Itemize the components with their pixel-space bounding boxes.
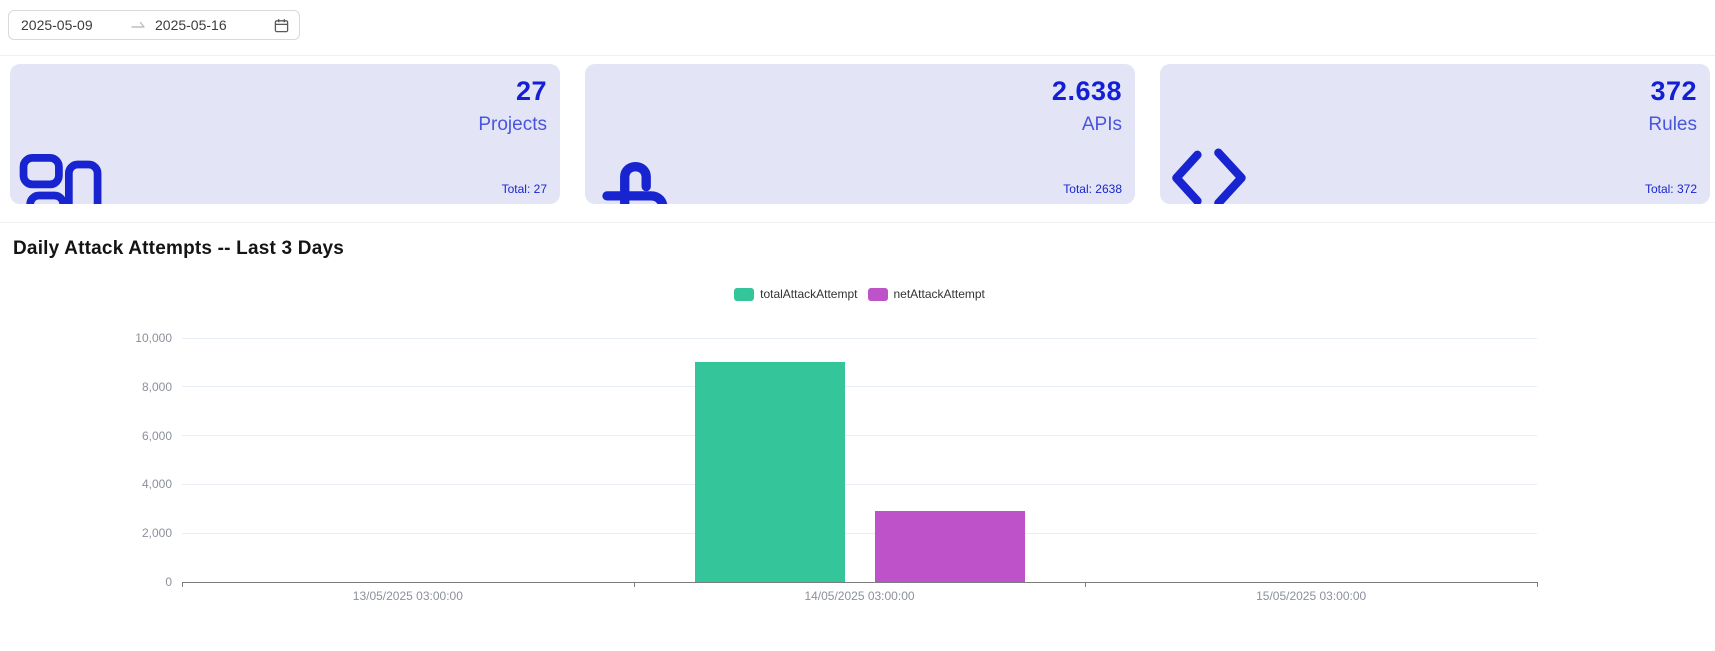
divider [0, 55, 1715, 56]
y-axis-tick-label: 10,000 [135, 331, 172, 345]
gridline [182, 532, 1537, 534]
api-hooks-icon [593, 138, 677, 204]
y-axis-tick-label: 4,000 [141, 477, 172, 492]
code-brackets-icon [1168, 138, 1252, 204]
stat-card-apis: 2.638 APIs Total: 2638 [585, 64, 1135, 204]
gridline [182, 483, 1537, 485]
bar-netAttackAttempt [874, 511, 1025, 582]
calendar-icon[interactable] [274, 18, 289, 33]
arrow-right-icon [131, 20, 147, 30]
x-axis-tick [182, 582, 183, 587]
stat-value: 2.638 [1051, 76, 1122, 106]
x-axis-tick [633, 582, 635, 587]
y-axis-tick-label: 0 [165, 575, 172, 589]
stat-total: Total: 2638 [1063, 182, 1122, 196]
stat-label: Rules [1648, 114, 1697, 135]
bar-totalAttackAttempt [694, 362, 845, 582]
gridline [182, 435, 1537, 437]
date-start-input[interactable]: 2025-05-09 [21, 17, 93, 33]
legend-swatch [734, 287, 755, 301]
divider [0, 222, 1715, 223]
stat-value: 372 [1650, 76, 1697, 106]
date-end-input[interactable]: 2025-05-16 [155, 17, 227, 33]
x-axis-tick [1537, 582, 1538, 587]
legend-label: totalAttackAttempt [760, 287, 858, 301]
legend-label: netAttackAttempt [893, 287, 985, 301]
legend-item-totalAttackAttempt[interactable]: totalAttackAttempt [734, 287, 858, 301]
x-axis-category-label: 13/05/2025 03:00:00 [352, 589, 463, 603]
x-axis-tick [1085, 582, 1087, 587]
layout-grid-icon [18, 138, 102, 204]
stat-label: Projects [478, 114, 547, 135]
stat-card-projects: 27 Projects Total: 27 [10, 64, 560, 204]
legend-item-netAttackAttempt[interactable]: netAttackAttempt [867, 287, 985, 301]
stat-label: APIs [1081, 114, 1122, 135]
x-axis-line [182, 582, 1537, 583]
stat-value: 27 [515, 76, 547, 106]
y-axis-tick-label: 2,000 [141, 526, 172, 541]
stat-total: Total: 372 [1644, 182, 1697, 196]
chart-title: Daily Attack Attempts -- Last 3 Days [13, 238, 344, 259]
gridline [182, 337, 1537, 339]
y-axis-tick-label: 8,000 [141, 379, 172, 394]
y-axis-tick-label: 6,000 [141, 428, 172, 443]
stat-card-rules: 372 Rules Total: 372 [1160, 64, 1710, 204]
legend-swatch [867, 287, 888, 301]
x-axis-category-label: 14/05/2025 03:00:00 [804, 589, 915, 603]
top-bar: 2025-05-09 2025-05-16 [0, 0, 1715, 55]
chart-legend: totalAttackAttempt netAttackAttempt [182, 285, 1537, 303]
x-axis-category-label: 15/05/2025 03:00:00 [1256, 589, 1367, 603]
stat-total: Total: 27 [501, 182, 547, 196]
date-range-picker[interactable]: 2025-05-09 2025-05-16 [8, 10, 300, 40]
gridline [182, 386, 1537, 388]
